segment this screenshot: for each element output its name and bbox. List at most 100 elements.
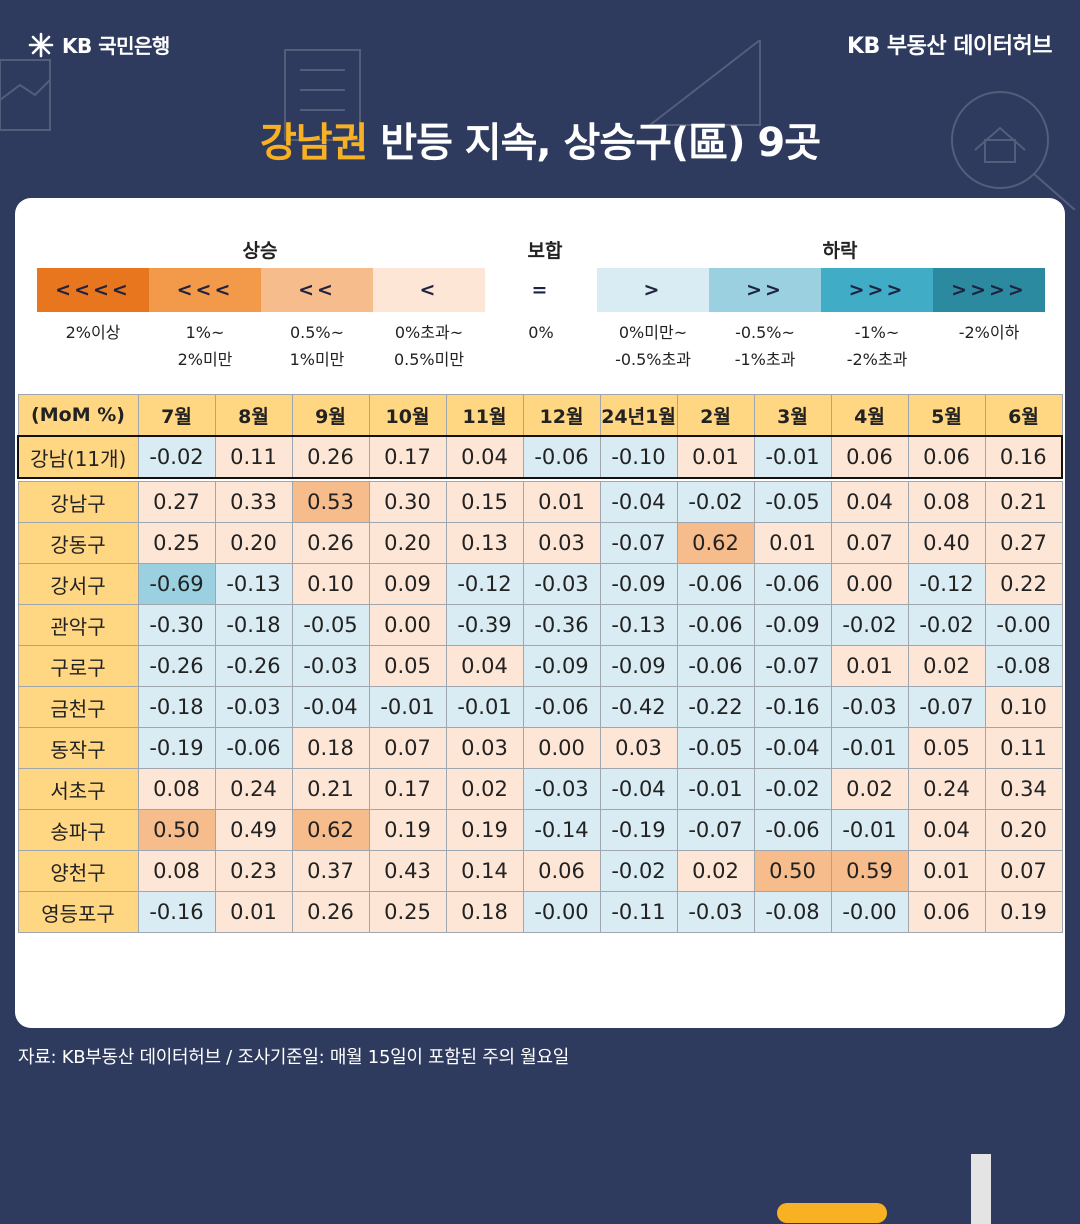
value-cell: -0.02 [137, 435, 216, 479]
value-cell: 0.19 [984, 891, 1063, 933]
value-cell: 0.11 [214, 435, 293, 479]
value-cell: 0.20 [984, 809, 1063, 851]
legend-description: -0.5%~ -1%초과 [734, 323, 796, 369]
value-cell: -0.02 [599, 850, 678, 892]
value-cell: 0.07 [368, 727, 447, 769]
row-label: 금천구 [17, 686, 139, 728]
table-row: 관악구 -0.30 -0.18 -0.05 0.00 -0.39 -0.36 -0.13 -0.… [17, 604, 1063, 646]
value-cell: 0.07 [984, 850, 1063, 892]
value-cell: 0.43 [368, 850, 447, 892]
value-cell: -0.18 [214, 604, 293, 646]
value-cell: 0.26 [291, 522, 370, 564]
value-cell: -0.02 [830, 604, 909, 646]
value-cell: -0.19 [137, 727, 216, 769]
legend-fall-heading: 하락 [822, 240, 858, 262]
table-row: 강남구 0.27 0.33 0.53 0.30 0.15 0.01 -0.04 -0.02 -0.… [17, 481, 1063, 523]
value-cell: -0.05 [753, 481, 832, 523]
table-row: 서초구 0.08 0.24 0.21 0.17 0.02 -0.03 -0.04 -0.01 -0… [17, 768, 1063, 810]
value-cell: -0.03 [676, 891, 755, 933]
value-cell: 0.03 [599, 727, 678, 769]
row-label: 강동구 [17, 522, 139, 564]
value-cell: -0.03 [291, 645, 370, 687]
yellow-tab-decoration [777, 1203, 887, 1223]
value-cell: -0.07 [753, 645, 832, 687]
value-cell: -0.69 [137, 563, 216, 605]
value-cell: 0.17 [368, 768, 447, 810]
value-cell: 0.00 [830, 563, 909, 605]
column-header: 7월 [137, 394, 216, 437]
value-cell: -0.06 [676, 604, 755, 646]
value-cell: 0.10 [291, 563, 370, 605]
content-panel: 상승 보합 하락 <<<< 2%이상 <<< 1%~ 2%미만 << 0.5%~ 1%미만… [15, 198, 1065, 1224]
value-cell: -0.22 [676, 686, 755, 728]
value-cell: -0.01 [368, 686, 447, 728]
value-cell: -0.03 [522, 563, 601, 605]
value-cell: 0.30 [368, 481, 447, 523]
price-change-table: (MoM %) 7월 8월 9월 10월 11월 12월 24년1월 2월 3월 4월 5월 6월 강… [17, 394, 1063, 933]
corner-cell: (MoM %) [17, 394, 139, 437]
legend-swatch: <<<< [37, 268, 149, 312]
value-cell: 0.01 [753, 522, 832, 564]
value-cell: 0.19 [368, 809, 447, 851]
value-cell: 0.01 [522, 481, 601, 523]
value-cell: 0.37 [291, 850, 370, 892]
row-label: 송파구 [17, 809, 139, 851]
value-cell: -0.26 [137, 645, 216, 687]
value-cell: -0.06 [522, 686, 601, 728]
value-cell: 0.59 [830, 850, 909, 892]
value-cell: 0.24 [214, 768, 293, 810]
value-cell: 0.08 [137, 768, 216, 810]
value-cell: -0.09 [599, 563, 678, 605]
value-cell: 0.23 [214, 850, 293, 892]
value-cell: -0.04 [291, 686, 370, 728]
value-cell: -0.18 [137, 686, 216, 728]
column-header: 5월 [907, 394, 986, 437]
column-header: 12월 [522, 394, 601, 437]
table-row: 송파구 0.50 0.49 0.62 0.19 0.19 -0.14 -0.19 -0.07 -0… [17, 809, 1063, 851]
value-cell: -0.08 [753, 891, 832, 933]
value-cell: 0.16 [984, 435, 1063, 479]
value-cell: -0.04 [599, 481, 678, 523]
value-cell: -0.16 [137, 891, 216, 933]
value-cell: 0.20 [368, 522, 447, 564]
value-cell: 0.26 [291, 891, 370, 933]
row-label: 양천구 [17, 850, 139, 892]
value-cell: -0.07 [676, 809, 755, 851]
title-rest: 반등 지속, 상승구(區) 9곳 [367, 120, 821, 166]
value-cell: 0.62 [676, 522, 755, 564]
value-cell: 0.40 [907, 522, 986, 564]
value-cell: -0.08 [984, 645, 1063, 687]
table-row: 동작구 -0.19 -0.06 0.18 0.07 0.03 0.00 0.03 -0.05 -0… [17, 727, 1063, 769]
value-cell: 0.27 [137, 481, 216, 523]
value-cell: 0.07 [830, 522, 909, 564]
row-label: 강서구 [17, 563, 139, 605]
value-cell: -0.16 [753, 686, 832, 728]
legend-description: 0%초과~ 0.5%미만 [393, 323, 465, 369]
star-icon [28, 32, 54, 57]
value-cell: -0.03 [830, 686, 909, 728]
value-cell: 0.06 [907, 435, 986, 479]
value-cell: -0.02 [907, 604, 986, 646]
legend-swatch: >> [709, 268, 821, 312]
value-cell: -0.09 [599, 645, 678, 687]
row-label: 구로구 [17, 645, 139, 687]
value-cell: 0.50 [753, 850, 832, 892]
value-cell: -0.05 [676, 727, 755, 769]
value-cell: -0.03 [214, 686, 293, 728]
value-cell: 0.15 [445, 481, 524, 523]
value-cell: 0.02 [676, 850, 755, 892]
value-cell: 0.14 [445, 850, 524, 892]
page-title: 강남권 반등 지속, 상승구(區) 9곳 [0, 110, 1080, 168]
value-cell: 0.25 [137, 522, 216, 564]
legend-swatch: << [261, 268, 373, 312]
value-cell: 0.27 [984, 522, 1063, 564]
folder-decoration [903, 1154, 951, 1224]
value-cell: -0.01 [830, 809, 909, 851]
legend-swatch: <<< [149, 268, 261, 312]
legend-rise-heading: 상승 [242, 240, 278, 262]
value-cell: -0.06 [753, 563, 832, 605]
value-cell: 0.01 [214, 891, 293, 933]
value-cell: -0.26 [214, 645, 293, 687]
legend-description: 0.5%~ 1%미만 [289, 323, 345, 369]
value-cell: 0.02 [907, 645, 986, 687]
